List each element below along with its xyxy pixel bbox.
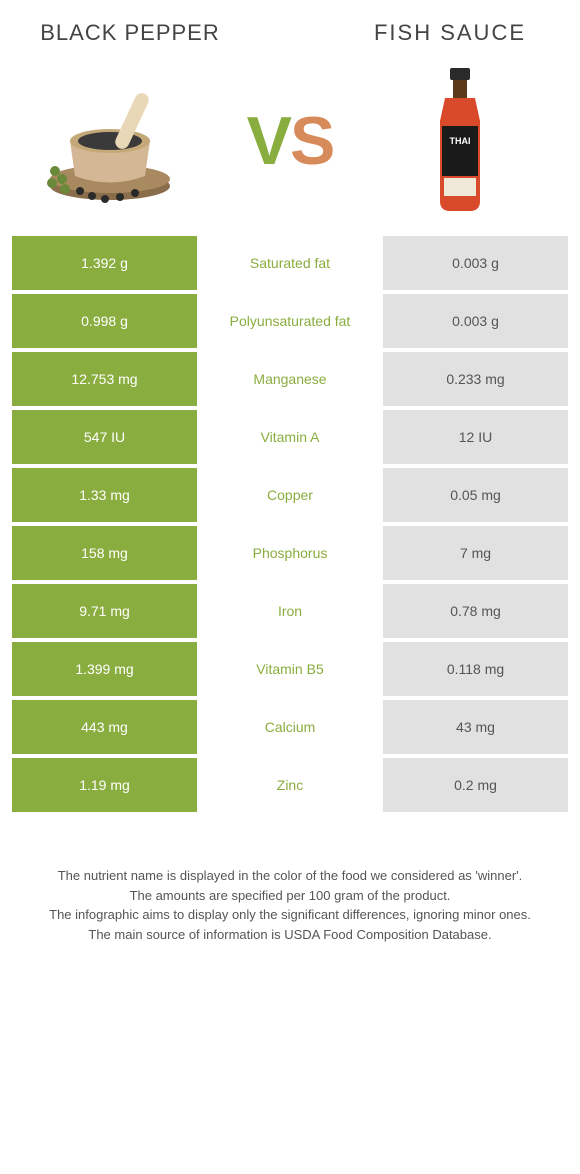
footer-line-4: The main source of information is USDA F… <box>30 925 550 945</box>
left-value: 9.71 mg <box>12 584 197 638</box>
vs-v: V <box>247 103 290 179</box>
image-row: VS THAI <box>0 56 580 236</box>
nutrient-name: Manganese <box>197 352 383 406</box>
left-value: 1.392 g <box>12 236 197 290</box>
nutrient-row: 547 IUVitamin A12 IU <box>12 410 568 464</box>
nutrient-name: Calcium <box>197 700 383 754</box>
nutrient-name: Zinc <box>197 758 383 812</box>
nutrient-name: Iron <box>197 584 383 638</box>
nutrient-row: 9.71 mgIron0.78 mg <box>12 584 568 638</box>
left-value: 1.19 mg <box>12 758 197 812</box>
left-product-header: Black pepper <box>30 20 230 46</box>
right-value: 43 mg <box>383 700 568 754</box>
nutrient-name: Polyunsaturated fat <box>197 294 383 348</box>
left-value: 158 mg <box>12 526 197 580</box>
right-value: 0.05 mg <box>383 468 568 522</box>
right-product-title: Fish sauce <box>350 20 550 46</box>
vs-label: VS <box>247 102 334 180</box>
right-value: 0.233 mg <box>383 352 568 406</box>
left-product-title: Black pepper <box>30 20 230 46</box>
left-value: 12.753 mg <box>12 352 197 406</box>
nutrient-name: Phosphorus <box>197 526 383 580</box>
left-value: 1.399 mg <box>12 642 197 696</box>
left-value: 1.33 mg <box>12 468 197 522</box>
nutrient-table: 1.392 gSaturated fat0.003 g0.998 gPolyun… <box>0 236 580 812</box>
nutrient-row: 1.399 mgVitamin B50.118 mg <box>12 642 568 696</box>
sauce-bottle-icon: THAI <box>420 66 500 216</box>
left-value: 443 mg <box>12 700 197 754</box>
nutrient-row: 1.19 mgZinc0.2 mg <box>12 758 568 812</box>
nutrient-row: 12.753 mgManganese0.233 mg <box>12 352 568 406</box>
nutrient-name: Vitamin B5 <box>197 642 383 696</box>
left-product-image <box>30 66 210 216</box>
left-value: 0.998 g <box>12 294 197 348</box>
header: Black pepper Fish sauce <box>0 0 580 56</box>
svg-text:THAI: THAI <box>450 136 471 146</box>
nutrient-row: 443 mgCalcium43 mg <box>12 700 568 754</box>
footer-notes: The nutrient name is displayed in the co… <box>0 816 580 964</box>
right-value: 0.2 mg <box>383 758 568 812</box>
nutrient-row: 1.392 gSaturated fat0.003 g <box>12 236 568 290</box>
left-value: 547 IU <box>12 410 197 464</box>
footer-line-1: The nutrient name is displayed in the co… <box>30 866 550 886</box>
right-value: 7 mg <box>383 526 568 580</box>
right-product-image: THAI <box>370 66 550 216</box>
right-value: 0.003 g <box>383 294 568 348</box>
right-product-header: Fish sauce <box>350 20 550 46</box>
right-value: 0.003 g <box>383 236 568 290</box>
right-value: 12 IU <box>383 410 568 464</box>
nutrient-name: Copper <box>197 468 383 522</box>
footer-line-2: The amounts are specified per 100 gram o… <box>30 886 550 906</box>
nutrient-name: Saturated fat <box>197 236 383 290</box>
right-value: 0.78 mg <box>383 584 568 638</box>
nutrient-row: 0.998 gPolyunsaturated fat0.003 g <box>12 294 568 348</box>
right-value: 0.118 mg <box>383 642 568 696</box>
nutrient-name: Vitamin A <box>197 410 383 464</box>
nutrient-row: 158 mgPhosphorus7 mg <box>12 526 568 580</box>
nutrient-row: 1.33 mgCopper0.05 mg <box>12 468 568 522</box>
footer-line-3: The infographic aims to display only the… <box>30 905 550 925</box>
mortar-pestle-icon <box>40 71 200 211</box>
vs-s: S <box>290 103 333 179</box>
